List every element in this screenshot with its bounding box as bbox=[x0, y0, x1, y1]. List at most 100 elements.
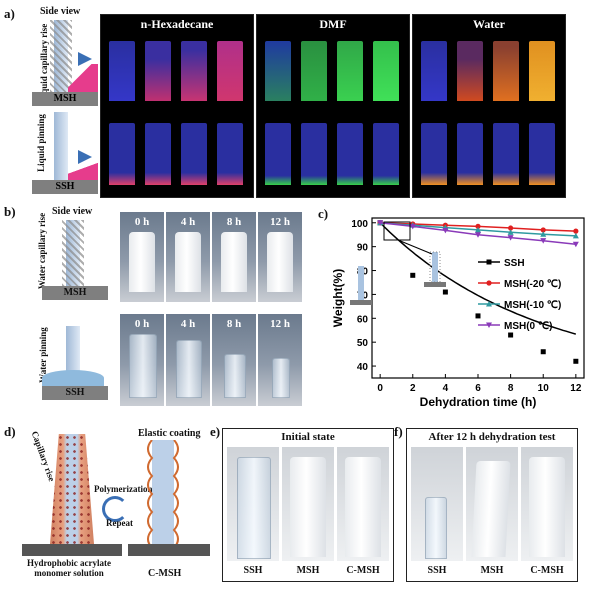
tube-photo bbox=[457, 123, 483, 185]
y-tick-label: 90 bbox=[357, 243, 369, 254]
msh-base: MSH bbox=[42, 286, 108, 300]
y-tick-label: 100 bbox=[351, 219, 368, 230]
zoom-line bbox=[397, 239, 433, 255]
data-point bbox=[475, 232, 481, 238]
tube-photo bbox=[265, 123, 291, 185]
data-point bbox=[507, 235, 514, 241]
data-point bbox=[442, 289, 448, 295]
panel-f-box: After 12 h dehydration test SSH MSH C-MS… bbox=[406, 428, 578, 582]
tube-photo bbox=[529, 123, 555, 185]
weight-chart: 024681012405060708090100Dehydration time… bbox=[331, 217, 585, 409]
x-tick-label: 0 bbox=[377, 383, 383, 394]
x-tick-label: 8 bbox=[508, 383, 514, 394]
photo-b-ssh-8h: 8 h bbox=[212, 314, 256, 406]
inset-ssh-schematic bbox=[350, 266, 372, 305]
group-title: Water bbox=[473, 17, 505, 31]
legend-label: MSH(-10 ℃) bbox=[504, 300, 561, 311]
water-drop bbox=[42, 370, 104, 386]
x-tick-label: 2 bbox=[410, 383, 416, 394]
x-tick-label: 4 bbox=[443, 383, 449, 394]
repeat-label: Repeat bbox=[106, 518, 133, 528]
y-axis-label: Weight(%) bbox=[331, 269, 345, 327]
pink-liquid bbox=[68, 64, 98, 92]
photo-e-cmsh bbox=[337, 447, 389, 561]
y-tick-label: 60 bbox=[357, 314, 369, 325]
tube-photo bbox=[145, 123, 171, 185]
group-title: n-Hexadecane bbox=[140, 17, 214, 31]
base-left bbox=[22, 544, 122, 556]
y-tick-label: 50 bbox=[357, 338, 369, 349]
panel-a-msh-schematic: Side view Liquid capillary rise MSH bbox=[26, 6, 100, 110]
data-point bbox=[475, 223, 481, 229]
photo-f-cmsh bbox=[521, 447, 573, 561]
data-point bbox=[573, 228, 579, 234]
photo-b-ssh-0h: 0 h bbox=[120, 314, 164, 406]
tube-photo bbox=[529, 41, 555, 101]
data-point bbox=[508, 332, 514, 338]
photo-e-ssh bbox=[227, 447, 279, 561]
group-water: Water bbox=[412, 14, 566, 198]
photo-b-ssh-12h: 12 h bbox=[258, 314, 302, 406]
panel-e-box: Initial state SSH MSH C-MSH bbox=[222, 428, 394, 582]
data-point bbox=[475, 313, 481, 319]
tube-photo bbox=[373, 41, 399, 101]
x-tick-label: 12 bbox=[570, 383, 582, 394]
panel-f-label: f) bbox=[394, 424, 403, 439]
tube-photo bbox=[265, 41, 291, 101]
panel-e-label: e) bbox=[210, 424, 221, 439]
spiky-coating bbox=[50, 20, 72, 92]
data-point bbox=[507, 229, 514, 235]
legend-marker bbox=[486, 301, 492, 307]
group-hexadecane: n-Hexadecane bbox=[100, 14, 254, 198]
photo-b-ssh-4h: 4 h bbox=[166, 314, 210, 406]
x-tick-label: 6 bbox=[475, 383, 481, 394]
panel-a-ssh-schematic: Liquid pinning SSH bbox=[26, 110, 100, 198]
monomer-solution-label: Hydrophobic acrylate monomer solution bbox=[26, 558, 112, 578]
tube-photo bbox=[421, 41, 447, 101]
initial-state-title: Initial state bbox=[281, 431, 335, 443]
photo-e-msh bbox=[282, 447, 334, 561]
data-point bbox=[475, 226, 481, 233]
liquid-capillary-rise-label: Liquid capillary rise bbox=[39, 23, 49, 103]
photo-f-msh bbox=[466, 447, 518, 561]
tube-photo bbox=[457, 41, 483, 101]
panel-c-label: c) bbox=[318, 206, 329, 221]
photo-b-msh-12h: 12 h bbox=[258, 212, 302, 302]
sample-label: MSH bbox=[296, 565, 320, 576]
tube-photo bbox=[181, 123, 207, 185]
panel-b-msh-schematic: Side view Water capillary rise MSH bbox=[22, 206, 112, 306]
data-point bbox=[409, 223, 416, 230]
zoom-box bbox=[383, 221, 411, 241]
data-point bbox=[572, 241, 579, 248]
ssh-base: SSH bbox=[32, 180, 98, 194]
legend-marker bbox=[486, 322, 492, 328]
tube-photo bbox=[337, 41, 363, 101]
sample-label: C-MSH bbox=[346, 565, 380, 576]
x-axis-label: Dehydration time (h) bbox=[420, 395, 537, 409]
tube-photo bbox=[373, 123, 399, 185]
tube-photo bbox=[145, 41, 171, 101]
tube-photo bbox=[217, 41, 243, 101]
series-line bbox=[379, 222, 577, 335]
data-point bbox=[508, 225, 514, 231]
arrow-right-icon bbox=[78, 150, 92, 164]
water-capillary-rise-label: Water capillary rise bbox=[37, 212, 47, 290]
side-view-label: Side view bbox=[40, 6, 81, 17]
data-point bbox=[442, 227, 449, 234]
data-point bbox=[573, 358, 579, 364]
tube-photo bbox=[301, 123, 327, 185]
after-test-title: After 12 h dehydration test bbox=[428, 431, 556, 443]
legend-label: MSH(-20 ℃) bbox=[504, 279, 561, 290]
y-tick-label: 40 bbox=[357, 362, 369, 373]
spiky-coating bbox=[62, 220, 84, 286]
tube-photo bbox=[337, 123, 363, 185]
side-view-label: Side view bbox=[52, 206, 93, 217]
data-point bbox=[572, 232, 579, 239]
group-title: DMF bbox=[319, 17, 347, 31]
legend-label: SSH bbox=[504, 258, 525, 269]
panel-b-label: b) bbox=[4, 204, 16, 219]
data-point bbox=[540, 238, 547, 244]
data-point bbox=[540, 231, 547, 237]
cycle-arrow-icon bbox=[102, 496, 128, 522]
panel-a-label: a) bbox=[4, 6, 15, 21]
